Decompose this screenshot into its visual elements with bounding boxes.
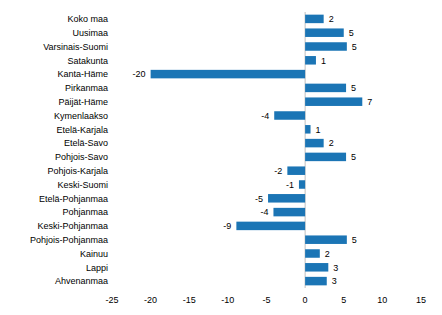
data-label: -2 (274, 166, 282, 176)
bar (274, 111, 305, 120)
bar (305, 263, 328, 272)
bar (305, 84, 346, 93)
data-label: 5 (349, 28, 354, 38)
data-label: -9 (223, 221, 231, 231)
category-label: Kymenlaakso (54, 111, 108, 121)
bar (299, 180, 305, 189)
bar (305, 153, 346, 162)
tick-label: -10 (221, 295, 234, 305)
category-label: Etelä-Pohjanmaa (39, 194, 108, 204)
tick-label: -25 (105, 295, 118, 305)
bar (305, 139, 324, 148)
data-label: 2 (329, 14, 334, 24)
data-label: 3 (332, 276, 337, 286)
bar (305, 97, 362, 106)
data-label: 5 (352, 235, 357, 245)
bar (287, 166, 305, 175)
category-label: Pohjanmaa (62, 207, 108, 217)
category-label: Etelä-Savo (64, 138, 108, 148)
tick-label: 15 (416, 295, 426, 305)
chart: -25-20-15-10-5051015Koko maaUusimaaVarsi… (0, 0, 442, 315)
tick-label: -15 (183, 295, 196, 305)
bars (151, 15, 363, 286)
category-label: Koko maa (67, 14, 108, 24)
tick-label: -5 (262, 295, 270, 305)
category-label: Päijät-Häme (58, 97, 108, 107)
bar (236, 222, 305, 231)
category-label: Uusimaa (72, 28, 108, 38)
data-label: 5 (352, 42, 357, 52)
category-label: Satakunta (67, 56, 108, 66)
category-label: Keski-Suomi (57, 180, 108, 190)
data-label: 7 (367, 97, 372, 107)
data-label: -20 (133, 69, 146, 79)
data-label: 2 (329, 138, 334, 148)
category-label: Kanta-Häme (57, 69, 108, 79)
data-label: -4 (260, 207, 268, 217)
data-label: 3 (333, 263, 338, 273)
bar (151, 70, 306, 79)
bar (273, 208, 305, 217)
category-label: Pohjois-Savo (55, 152, 108, 162)
bar (305, 56, 316, 65)
data-label: -1 (286, 180, 294, 190)
bar (268, 194, 305, 203)
category-label: Pohjois-Karjala (47, 166, 108, 176)
zero-line (305, 12, 306, 288)
category-label: Pohjois-Pohjanmaa (30, 235, 108, 245)
data-label: 1 (316, 125, 321, 135)
category-label: Ahvenanmaa (55, 276, 108, 286)
bar (305, 277, 327, 286)
category-label: Lappi (86, 263, 108, 273)
category-label: Etelä-Karjala (56, 125, 108, 135)
tick-label: -20 (144, 295, 157, 305)
data-label: 2 (325, 249, 330, 259)
data-label: -5 (255, 194, 263, 204)
data-label: 5 (351, 83, 356, 93)
bar (305, 15, 324, 24)
data-label: 1 (321, 56, 326, 66)
category-label: Pirkanmaa (65, 83, 108, 93)
category-label: Kainuu (80, 249, 108, 259)
tick-label: 10 (377, 295, 387, 305)
data-label: -4 (261, 111, 269, 121)
bar (305, 125, 310, 134)
tick-label: 0 (303, 295, 308, 305)
bar (305, 249, 320, 258)
bar (305, 42, 347, 51)
data-label: 5 (351, 152, 356, 162)
tick-label: 5 (341, 295, 346, 305)
bar (305, 28, 344, 37)
category-label: Varsinais-Suomi (43, 42, 108, 52)
bar (305, 235, 347, 244)
category-label: Keski-Pohjanmaa (37, 221, 108, 231)
